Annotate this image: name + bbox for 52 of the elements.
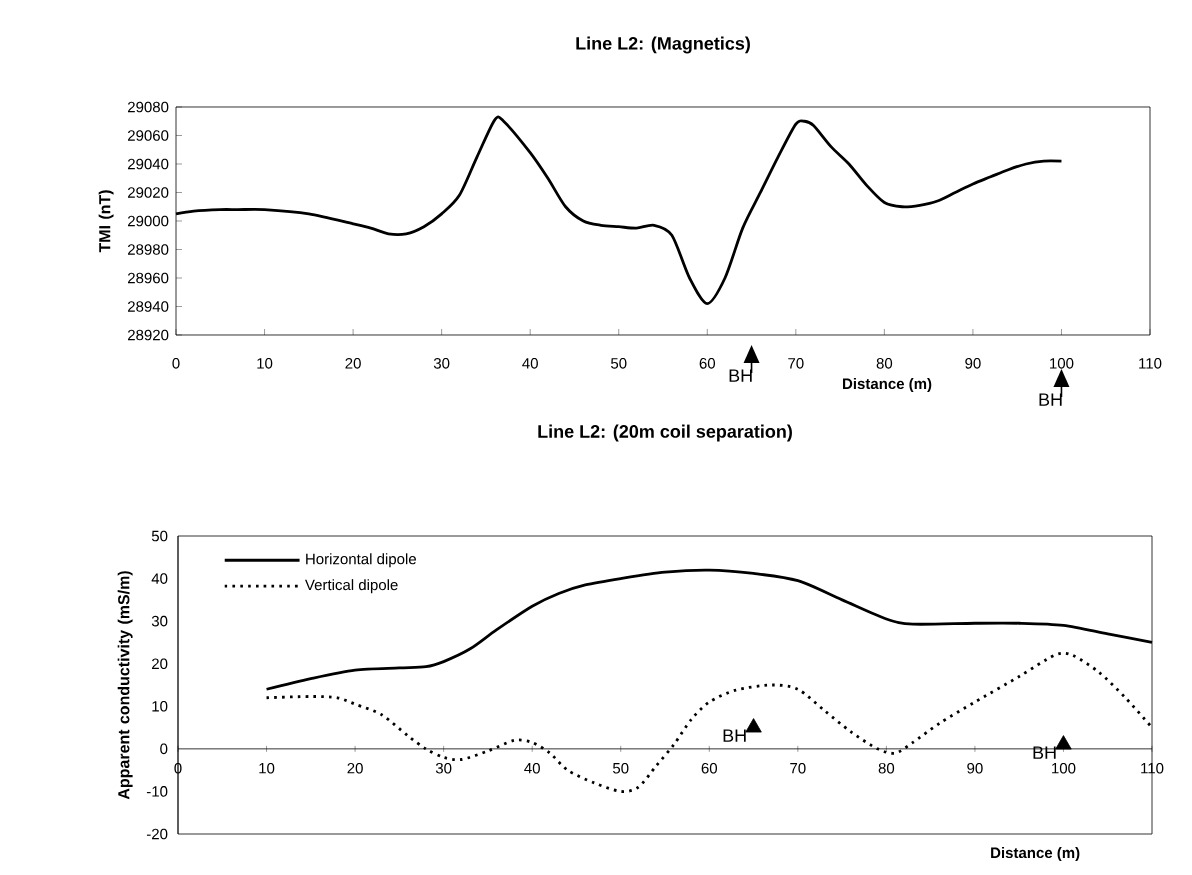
text: BH: [729, 369, 752, 382]
y-axis-title: TMI (nT): [98, 190, 114, 253]
x-tick-label: 10: [259, 762, 275, 774]
x-axis-title: Distance (m): [843, 378, 932, 393]
y-tick-label: 28980: [128, 244, 169, 255]
y-tick-label: 29000: [128, 215, 169, 227]
x-tick-label: 100: [1050, 358, 1074, 369]
chart-title: Line L2: (20m coil separation): [538, 424, 792, 442]
y-tick-label: -10: [146, 786, 168, 797]
y-tick-label: 28960: [128, 272, 169, 284]
x-tick-label: 20: [347, 762, 363, 774]
chart-title: Line L2: (Magnetics): [576, 36, 750, 54]
annotation: BH: [1033, 746, 1056, 759]
x-tick-label: 80: [878, 762, 895, 774]
x-tick-label: 90: [965, 358, 981, 369]
x-axis-title: Distance (m): [991, 847, 1080, 862]
x-tick-label: 60: [701, 762, 718, 774]
x-tick-label: 10: [257, 358, 273, 369]
x-tick-label: 110: [1139, 358, 1162, 369]
y-tick-label: 30: [151, 615, 168, 627]
y-tick-label: 29080: [128, 101, 169, 113]
text: BH: [1039, 393, 1062, 406]
x-tick-label: 0: [172, 358, 180, 369]
y-tick-label: 29020: [128, 187, 169, 198]
y-tick-label: 29060: [128, 130, 169, 141]
y-tick-label: 10: [152, 700, 168, 712]
x-tick-label: 30: [435, 762, 452, 774]
y-tick-label: 50: [151, 530, 168, 542]
y-tick-label: -20: [146, 828, 168, 840]
y-tick-label: 28940: [128, 301, 169, 312]
x-tick-label: 40: [524, 762, 540, 774]
y-tick-label: 29040: [128, 158, 169, 170]
legend-label: Horizontal dipole: [306, 553, 416, 568]
annotation: BH: [723, 729, 746, 742]
x-tick-label: 70: [788, 358, 804, 369]
y-tick-label: 40: [151, 573, 168, 584]
legend-label: Vertical dipole: [305, 579, 398, 594]
y-tick-label: 28920: [128, 329, 169, 341]
x-tick-label: 30: [433, 358, 450, 369]
y-tick-label: 0: [160, 743, 168, 755]
x-tick-label: 50: [612, 762, 629, 774]
y-tick-label: 20: [152, 658, 168, 670]
y-axis-title: Apparent conductivity (mS/m): [117, 571, 133, 800]
x-tick-label: 100: [1052, 762, 1076, 774]
x-tick-label: 80: [876, 358, 893, 369]
x-tick-label: 20: [345, 358, 361, 369]
x-tick-label: 90: [967, 762, 983, 774]
x-tick-label: 110: [1141, 762, 1164, 774]
x-tick-label: 70: [790, 762, 806, 774]
x-tick-label: 50: [610, 358, 627, 369]
x-tick-label: 40: [522, 358, 538, 369]
x-tick-label: 60: [699, 358, 716, 369]
